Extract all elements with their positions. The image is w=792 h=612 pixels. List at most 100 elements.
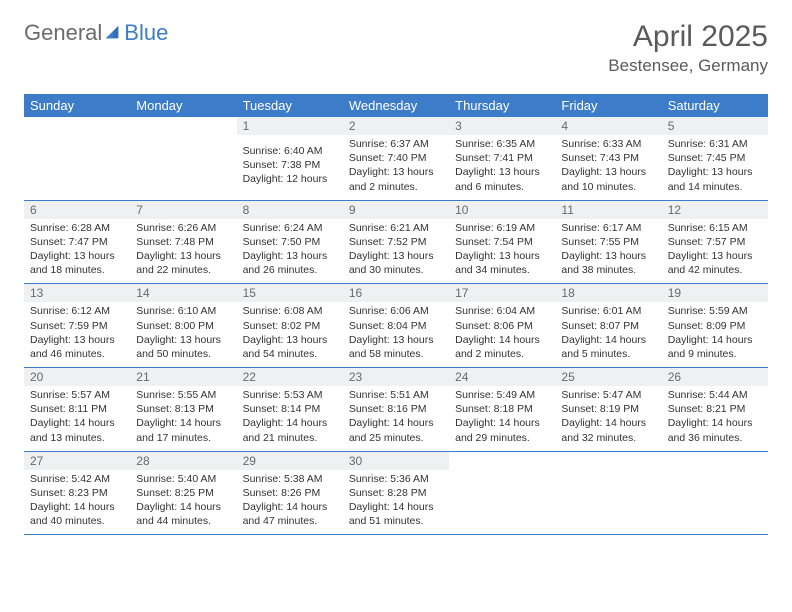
col-tuesday: Tuesday bbox=[237, 94, 343, 117]
sunset-text: Sunset: 7:59 PM bbox=[30, 319, 124, 333]
sunrise-text: Sunrise: 6:12 AM bbox=[30, 304, 124, 318]
day-cell: Sunrise: 6:35 AMSunset: 7:41 PMDaylight:… bbox=[449, 135, 555, 200]
daylight-text: Daylight: 14 hours and 13 minutes. bbox=[30, 416, 124, 444]
day-header-row: Sunday Monday Tuesday Wednesday Thursday… bbox=[24, 94, 768, 117]
day-number: 14 bbox=[130, 284, 236, 303]
day-number-row: 6789101112 bbox=[24, 200, 768, 219]
day-number: 23 bbox=[343, 368, 449, 387]
day-number bbox=[555, 451, 661, 470]
day-number: 28 bbox=[130, 451, 236, 470]
sunrise-text: Sunrise: 5:57 AM bbox=[30, 388, 124, 402]
sunrise-text: Sunrise: 5:36 AM bbox=[349, 472, 443, 486]
daylight-text: Daylight: 13 hours and 26 minutes. bbox=[243, 249, 337, 277]
sunrise-text: Sunrise: 6:24 AM bbox=[243, 221, 337, 235]
header: General Blue April 2025 Bestensee, Germa… bbox=[24, 20, 768, 76]
day-cell: Sunrise: 5:59 AMSunset: 8:09 PMDaylight:… bbox=[662, 302, 768, 367]
daylight-text: Daylight: 14 hours and 29 minutes. bbox=[455, 416, 549, 444]
daylight-text: Daylight: 13 hours and 2 minutes. bbox=[349, 165, 443, 193]
daylight-text: Daylight: 13 hours and 10 minutes. bbox=[561, 165, 655, 193]
col-saturday: Saturday bbox=[662, 94, 768, 117]
sunrise-text: Sunrise: 6:15 AM bbox=[668, 221, 762, 235]
day-number-row: 20212223242526 bbox=[24, 368, 768, 387]
day-number bbox=[662, 451, 768, 470]
day-cell: Sunrise: 6:37 AMSunset: 7:40 PMDaylight:… bbox=[343, 135, 449, 200]
day-cell: Sunrise: 6:26 AMSunset: 7:48 PMDaylight:… bbox=[130, 219, 236, 284]
sunset-text: Sunset: 8:11 PM bbox=[30, 402, 124, 416]
day-number: 1 bbox=[237, 117, 343, 135]
sunset-text: Sunset: 7:48 PM bbox=[136, 235, 230, 249]
sunrise-text: Sunrise: 6:17 AM bbox=[561, 221, 655, 235]
day-number: 27 bbox=[24, 451, 130, 470]
sunset-text: Sunset: 7:47 PM bbox=[30, 235, 124, 249]
day-cell: Sunrise: 5:49 AMSunset: 8:18 PMDaylight:… bbox=[449, 386, 555, 451]
day-number: 29 bbox=[237, 451, 343, 470]
day-cell bbox=[662, 470, 768, 535]
daylight-text: Daylight: 13 hours and 46 minutes. bbox=[30, 333, 124, 361]
day-number: 21 bbox=[130, 368, 236, 387]
day-cell: Sunrise: 5:57 AMSunset: 8:11 PMDaylight:… bbox=[24, 386, 130, 451]
daylight-text: Daylight: 13 hours and 50 minutes. bbox=[136, 333, 230, 361]
daylight-text: Daylight: 14 hours and 21 minutes. bbox=[243, 416, 337, 444]
sunrise-text: Sunrise: 5:53 AM bbox=[243, 388, 337, 402]
daylight-text: Daylight: 13 hours and 22 minutes. bbox=[136, 249, 230, 277]
calendar-table: Sunday Monday Tuesday Wednesday Thursday… bbox=[24, 94, 768, 535]
sunset-text: Sunset: 8:26 PM bbox=[243, 486, 337, 500]
day-number: 3 bbox=[449, 117, 555, 135]
day-number: 9 bbox=[343, 200, 449, 219]
day-number: 10 bbox=[449, 200, 555, 219]
day-cell: Sunrise: 6:08 AMSunset: 8:02 PMDaylight:… bbox=[237, 302, 343, 367]
col-sunday: Sunday bbox=[24, 94, 130, 117]
col-monday: Monday bbox=[130, 94, 236, 117]
day-content-row: Sunrise: 5:42 AMSunset: 8:23 PMDaylight:… bbox=[24, 470, 768, 535]
day-cell: Sunrise: 6:10 AMSunset: 8:00 PMDaylight:… bbox=[130, 302, 236, 367]
daylight-text: Daylight: 14 hours and 9 minutes. bbox=[668, 333, 762, 361]
sunset-text: Sunset: 7:50 PM bbox=[243, 235, 337, 249]
day-number: 20 bbox=[24, 368, 130, 387]
day-cell: Sunrise: 5:53 AMSunset: 8:14 PMDaylight:… bbox=[237, 386, 343, 451]
sunrise-text: Sunrise: 6:08 AM bbox=[243, 304, 337, 318]
sunset-text: Sunset: 7:45 PM bbox=[668, 151, 762, 165]
day-cell: Sunrise: 6:33 AMSunset: 7:43 PMDaylight:… bbox=[555, 135, 661, 200]
daylight-text: Daylight: 14 hours and 44 minutes. bbox=[136, 500, 230, 528]
brand-sail-icon bbox=[104, 24, 122, 42]
daylight-text: Daylight: 13 hours and 14 minutes. bbox=[668, 165, 762, 193]
brand-logo: General Blue bbox=[24, 20, 168, 46]
day-cell: Sunrise: 5:36 AMSunset: 8:28 PMDaylight:… bbox=[343, 470, 449, 535]
sunrise-text: Sunrise: 6:28 AM bbox=[30, 221, 124, 235]
sunrise-text: Sunrise: 6:10 AM bbox=[136, 304, 230, 318]
day-number: 12 bbox=[662, 200, 768, 219]
day-content-row: Sunrise: 6:12 AMSunset: 7:59 PMDaylight:… bbox=[24, 302, 768, 367]
day-number: 18 bbox=[555, 284, 661, 303]
day-number bbox=[130, 117, 236, 135]
day-number bbox=[24, 117, 130, 135]
sunset-text: Sunset: 7:38 PM bbox=[243, 158, 337, 172]
sunset-text: Sunset: 7:57 PM bbox=[668, 235, 762, 249]
day-cell: Sunrise: 6:15 AMSunset: 7:57 PMDaylight:… bbox=[662, 219, 768, 284]
day-cell bbox=[24, 135, 130, 200]
sunrise-text: Sunrise: 6:31 AM bbox=[668, 137, 762, 151]
daylight-text: Daylight: 14 hours and 47 minutes. bbox=[243, 500, 337, 528]
day-number: 7 bbox=[130, 200, 236, 219]
sunset-text: Sunset: 7:54 PM bbox=[455, 235, 549, 249]
day-cell bbox=[449, 470, 555, 535]
day-number bbox=[449, 451, 555, 470]
sunset-text: Sunset: 8:25 PM bbox=[136, 486, 230, 500]
sunset-text: Sunset: 8:02 PM bbox=[243, 319, 337, 333]
day-cell: Sunrise: 6:28 AMSunset: 7:47 PMDaylight:… bbox=[24, 219, 130, 284]
day-cell bbox=[130, 135, 236, 200]
day-content-row: Sunrise: 6:28 AMSunset: 7:47 PM Daylight:… bbox=[24, 219, 768, 284]
day-cell: Sunrise: 6:06 AMSunset: 8:04 PMDaylight:… bbox=[343, 302, 449, 367]
day-number: 30 bbox=[343, 451, 449, 470]
day-cell: Sunrise: 5:55 AMSunset: 8:13 PMDaylight:… bbox=[130, 386, 236, 451]
day-number: 8 bbox=[237, 200, 343, 219]
sunset-text: Sunset: 8:21 PM bbox=[668, 402, 762, 416]
daylight-text: Daylight: 14 hours and 5 minutes. bbox=[561, 333, 655, 361]
sunset-text: Sunset: 7:41 PM bbox=[455, 151, 549, 165]
sunset-text: Sunset: 7:43 PM bbox=[561, 151, 655, 165]
sunset-text: Sunset: 8:28 PM bbox=[349, 486, 443, 500]
sunrise-text: Sunrise: 6:37 AM bbox=[349, 137, 443, 151]
col-thursday: Thursday bbox=[449, 94, 555, 117]
daylight-text: Daylight: 13 hours and 58 minutes. bbox=[349, 333, 443, 361]
day-number: 13 bbox=[24, 284, 130, 303]
daylight-text: Daylight: 13 hours and 6 minutes. bbox=[455, 165, 549, 193]
